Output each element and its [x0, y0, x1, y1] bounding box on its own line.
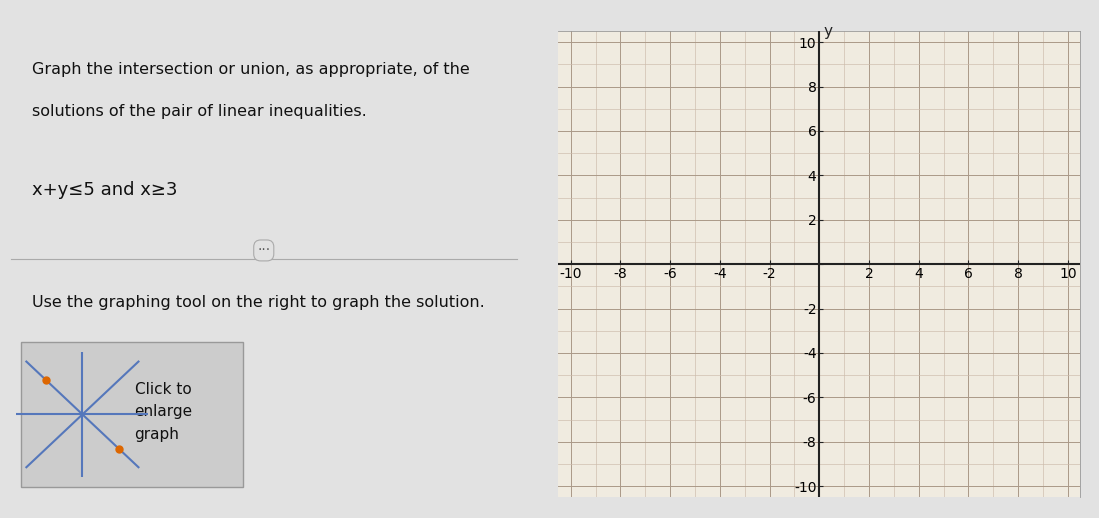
Text: Use the graphing tool on the right to graph the solution.: Use the graphing tool on the right to gr… — [32, 295, 485, 310]
Text: solutions of the pair of linear inequalities.: solutions of the pair of linear inequali… — [32, 104, 366, 119]
Text: Click to
enlarge
graph: Click to enlarge graph — [134, 382, 192, 441]
FancyBboxPatch shape — [21, 342, 243, 487]
Text: ···: ··· — [257, 243, 270, 257]
Text: x+y≤5 and x≥3: x+y≤5 and x≥3 — [32, 181, 177, 199]
Text: Graph the intersection or union, as appropriate, of the: Graph the intersection or union, as appr… — [32, 62, 469, 77]
Text: y: y — [824, 24, 833, 38]
